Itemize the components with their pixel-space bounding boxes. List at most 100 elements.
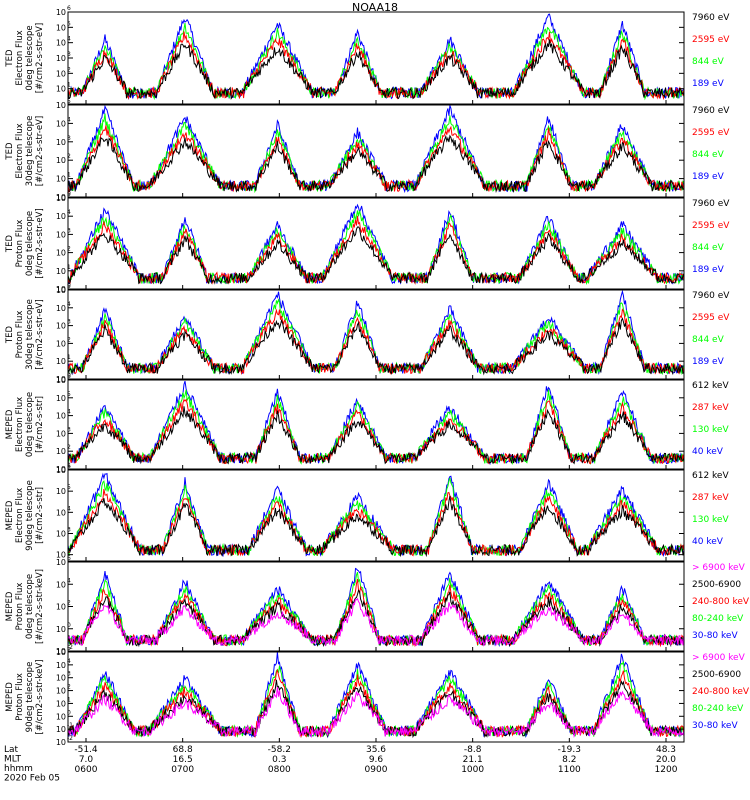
y-tick-label: 10 [56, 466, 66, 475]
y-tick-exponent: 4 [67, 209, 71, 216]
y-tick-exponent: 1 [67, 696, 71, 703]
y-tick-exponent: 5 [67, 191, 71, 198]
y-tick-label: 10 [56, 54, 66, 63]
y-tick-exponent: 4 [67, 505, 71, 512]
series-line-black [67, 39, 685, 100]
y-tick-label: 10 [56, 304, 66, 313]
y-tick-exponent: 2 [67, 444, 71, 451]
y-tick-exponent: 0 [67, 372, 71, 379]
legend-entry-blue: 189 eV [692, 357, 725, 367]
legend-entry-blue: 40 keV [692, 447, 724, 457]
y-tick-exponent: 0 [67, 190, 71, 197]
legend-entry-red: 2595 eV [692, 35, 730, 45]
y-axis-label: TED [5, 49, 15, 68]
y-tick-label: 10 [56, 175, 66, 184]
y-axis-label: [#/cm2-s-str-eV] [35, 208, 45, 278]
y-tick-label: 10 [56, 119, 66, 128]
legend-entry-green: 130 keV [692, 515, 729, 525]
y-axis-label: MEPED [5, 591, 15, 621]
y-axis-label: TED [5, 325, 15, 344]
legend-entry-black: 7960 eV [692, 291, 730, 301]
series-line-red [67, 125, 685, 194]
y-tick-exponent: 4 [67, 409, 71, 416]
x-tick-lat: 48.3 [656, 745, 676, 755]
y-tick-exponent: 2 [67, 246, 71, 253]
series-line-black [67, 134, 685, 194]
y-tick-label: 10 [56, 23, 66, 32]
legend-entry-black: 2500-6900 [692, 580, 741, 590]
y-tick-label: 10 [56, 529, 66, 538]
y-axis-label: Proton Flux [15, 583, 25, 631]
y-tick-exponent: 5 [67, 391, 71, 398]
legend-entry-blue: 30-80 keV [692, 721, 738, 731]
y-axis-label: 90deg telescope [25, 662, 35, 733]
y-axis-label: [#/cm2-s-str-eV] [35, 23, 45, 93]
y-tick-label: 10 [56, 39, 66, 48]
legend-entry-red: 287 keV [692, 403, 729, 413]
x-tick-lat: 68.8 [173, 745, 193, 755]
series-line-blue [67, 380, 685, 465]
y-tick-exponent: 3 [67, 426, 71, 433]
x-row-label: 2020 Feb 05 [4, 774, 60, 784]
y-axis-label: 30deg telescope [25, 116, 35, 187]
x-row-label: Lat [4, 745, 19, 755]
y-tick-exponent: 3 [67, 671, 71, 678]
x-row-label: hhmm [4, 764, 33, 774]
legend-entry-black: 612 keV [692, 381, 729, 391]
series-line-black [67, 589, 685, 648]
y-tick-exponent: 5 [67, 20, 71, 27]
series-line-black [67, 226, 685, 285]
y-tick-exponent: -2 [67, 644, 73, 651]
y-tick-label: 10 [56, 375, 66, 384]
y-axis-label: 0deg telescope [25, 392, 35, 457]
y-tick-label: 10 [56, 712, 66, 721]
y-tick-exponent: 3 [67, 227, 71, 234]
y-axis-label: Electron Flux [15, 488, 25, 543]
y-tick-label: 10 [56, 286, 66, 295]
series-line-black [67, 406, 685, 465]
series-line-magenta [67, 687, 685, 739]
legend-entry-green: 844 eV [692, 57, 725, 67]
y-tick-label: 10 [56, 508, 66, 517]
x-tick-hhmm: 0600 [75, 765, 98, 775]
y-axis-label: 90deg telescope [25, 480, 35, 551]
series-line-green [67, 389, 685, 466]
y-tick-exponent: 3 [67, 135, 71, 142]
series-line-red [67, 31, 685, 101]
y-tick-exponent: 4 [67, 36, 71, 43]
y-tick-label: 10 [56, 339, 66, 348]
y-tick-exponent: 1 [67, 354, 71, 361]
y-axis-label: Proton Flux [15, 311, 25, 359]
y-axis-label: MEPED [5, 682, 15, 712]
y-tick-exponent: 2 [67, 336, 71, 343]
y-tick-label: 10 [56, 101, 66, 110]
y-tick-label: 10 [56, 230, 66, 239]
series-line-green [67, 23, 685, 101]
y-tick-label: 10 [56, 212, 66, 221]
legend-entry-blue: 189 eV [692, 79, 725, 89]
y-tick-label: 10 [56, 267, 66, 276]
y-tick-label: 10 [56, 699, 66, 708]
y-tick-label: 10 [56, 285, 66, 294]
y-tick-label: 10 [56, 487, 66, 496]
y-tick-label: 10 [56, 725, 66, 734]
y-tick-label: 10 [56, 249, 66, 258]
y-tick-exponent: 1 [67, 82, 71, 89]
y-tick-label: 10 [56, 138, 66, 147]
legend-entry-green: 80-240 keV [692, 704, 744, 714]
y-tick-label: 10 [56, 85, 66, 94]
y-tick-exponent: 5 [67, 645, 71, 652]
y-tick-label: 10 [56, 194, 66, 203]
x-tick-lat: -58.2 [268, 745, 291, 755]
x-tick-mlt: 0.3 [272, 755, 286, 765]
y-tick-label: 10 [56, 687, 66, 696]
y-tick-label: 10 [56, 69, 66, 78]
x-tick-hhmm: 0800 [268, 765, 291, 775]
figure-title: NOAA18 [351, 1, 399, 14]
x-tick-hhmm: 0700 [171, 765, 194, 775]
y-tick-label: 10 [56, 376, 66, 385]
y-tick-exponent: 5 [67, 98, 71, 105]
